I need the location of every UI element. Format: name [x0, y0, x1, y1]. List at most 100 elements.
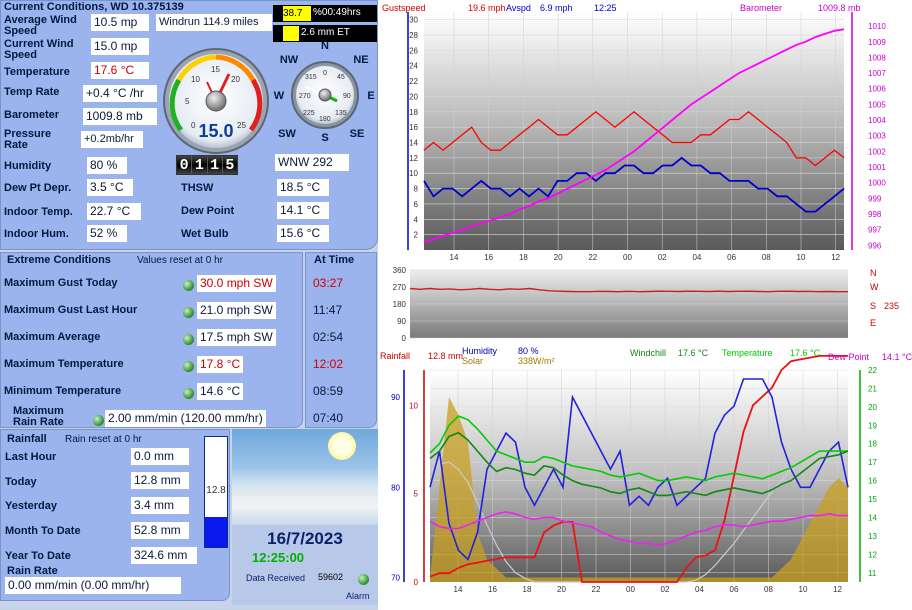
odometer-digit: 1: [192, 156, 208, 174]
y-tick-label: 0: [402, 334, 407, 343]
status-led-icon: [183, 334, 194, 345]
y2-tick-label: 1003: [868, 132, 886, 141]
y-tick-label: 28: [409, 31, 418, 40]
y-tick-label: 4: [414, 215, 419, 224]
temp-tick-label: 11: [868, 569, 877, 578]
y2-tick-label: 1002: [868, 147, 886, 156]
x-tick-label: 04: [695, 585, 704, 594]
compass-dial-label: 0: [323, 70, 327, 77]
et-fill: [283, 26, 299, 41]
y2-tick-label: 1010: [868, 22, 886, 31]
x-tick-label: 20: [557, 585, 566, 594]
y2-tick-label: 1007: [868, 69, 886, 78]
y-tick-label: 14: [409, 139, 418, 148]
legend-rain-value: 12.8 mm: [428, 351, 463, 361]
temp-tick-label: 14: [868, 513, 877, 522]
x-tick-label: 14: [450, 253, 459, 262]
wind-speed-gauge: 0 5 10 15 20 25 15.0: [163, 48, 269, 154]
y2-tick-label: 1004: [868, 116, 886, 125]
extreme-row-label: Maximum Gust Last Hour: [4, 304, 138, 316]
x-tick-label: 22: [588, 253, 597, 262]
x-tick-label: 06: [727, 253, 736, 262]
y-tick-label: 10: [409, 169, 418, 178]
compass-sw: SW: [278, 128, 296, 140]
compass-s: S: [321, 132, 328, 143]
y-tick-label: 360: [393, 266, 407, 275]
temp-tick-label: 15: [868, 495, 877, 504]
status-led-icon: [183, 388, 194, 399]
dewpoint-label: Dew Point: [181, 205, 235, 217]
extreme-row-label: Maximum Average: [4, 331, 101, 343]
y-tick-label: 30: [409, 16, 418, 25]
indoortemp-value: 22.7 °C: [87, 203, 141, 220]
extreme-conditions-panel: Extreme Conditions Values reset at 0 hr …: [0, 252, 303, 428]
legend-gust-value: 19.6 mph: [468, 3, 506, 13]
y2-tick-label: 1000: [868, 179, 886, 188]
rain-yesterday-value: 3.4 mm: [131, 497, 189, 514]
pressrate-value: +0.2mb/hr: [81, 131, 143, 148]
extreme-row-value: 14.6 °C: [197, 383, 244, 400]
legend-humidity: Humidity: [462, 346, 498, 356]
dewdep-value: 3.5 °C: [87, 179, 133, 196]
extreme-row-value: 17.5 mph SW: [197, 329, 276, 346]
series-line-barometer: [423, 28, 845, 244]
y2-tick-label: 1001: [868, 163, 886, 172]
at-time-panel: At Time 03:27 11:47 02:54 12:02 08:59 07:40: [305, 252, 377, 428]
series-line-rainfall: [429, 354, 848, 583]
sun-icon: [328, 432, 356, 460]
series-line-avspd: [423, 156, 845, 213]
avg-wind-label: Average Wind Speed: [4, 14, 77, 37]
rain-tick-label: 5: [414, 490, 419, 499]
extreme-row-label: Maximum Gust Today: [4, 277, 118, 289]
temprate-value: +0.4 °C /hr: [83, 85, 157, 102]
extreme-row-label: Maximum Temperature: [4, 358, 124, 370]
x-tick-label: 20: [554, 253, 563, 262]
rain-year-value: 324.6 mm: [131, 547, 197, 564]
rain-gauge-fill: [205, 517, 227, 547]
rain-today-label: Today: [5, 476, 37, 488]
compass-nw: NW: [280, 54, 299, 66]
y-tick-label: 6: [414, 200, 419, 209]
alarm-led-icon[interactable]: [358, 574, 369, 585]
status-area: 16/7/2023 12:25:00 Data Received 59602 A…: [232, 525, 378, 605]
x-tick-label: 10: [799, 585, 808, 594]
extreme-row-label: Maximum Rain Rate: [13, 405, 64, 428]
y2-tick-label: 998: [868, 210, 882, 219]
y-tick-label: 24: [409, 62, 418, 71]
wetbulb-label: Wet Bulb: [181, 228, 229, 240]
temp-label: Temperature: [4, 66, 70, 78]
extreme-reset-note: Values reset at 0 hr: [137, 255, 223, 266]
chart-plot-area: [430, 370, 848, 582]
legend-dewpoint: Dew Point: [828, 352, 870, 362]
compass-ne: NE: [353, 54, 368, 66]
wind-direction-chart: 0 90 180 270 360 NWS 235 E: [393, 266, 899, 343]
humidity-tick-label: 90: [391, 393, 400, 402]
temp-tick-label: 18: [868, 440, 877, 449]
temp-tick-label: 12: [868, 550, 877, 559]
rain-rate-value: 0.00 mm/min (0.00 mm/hr): [5, 577, 181, 594]
temp-tick-label: 21: [868, 384, 877, 393]
rainfall-panel: Rainfall Rain reset at 0 hr Last Hour 0.…: [0, 429, 230, 601]
wind-direction-compass: 315 0 45 270 90 225 180 135 N NE E SE S …: [274, 40, 375, 143]
y-tick-label: 16: [409, 123, 418, 132]
legend-solar: Solar: [462, 356, 483, 366]
x-tick-label: 02: [661, 585, 670, 594]
x-tick-label: 16: [488, 585, 497, 594]
sun-hours-box: 38.7 %00:49hrs: [273, 5, 377, 22]
rain-gauge-value: 12.8: [206, 485, 226, 496]
extreme-row-time: 08:59: [313, 384, 344, 398]
dewdep-label: Dew Pt Depr.: [4, 182, 72, 194]
windrun-odometer: 0 1 1 5: [176, 155, 238, 175]
humidity-value: 80 %: [87, 157, 127, 174]
x-tick-label: 18: [523, 585, 532, 594]
extreme-row-value: 30.0 mph SW: [197, 275, 276, 292]
rain-tick-label: 10: [409, 401, 418, 410]
compass-dial-label: 45: [337, 74, 345, 81]
speed-dial-label-0: 0: [191, 121, 196, 130]
x-tick-label: 16: [484, 253, 493, 262]
extreme-row-value: 21.0 mph SW: [197, 302, 276, 319]
legend-temperature: Temperature: [722, 348, 773, 358]
y-tick-label: 20: [409, 92, 418, 101]
legend-solar-value: 338W/m²: [518, 356, 555, 366]
speed-dial-label-20: 20: [231, 75, 240, 84]
